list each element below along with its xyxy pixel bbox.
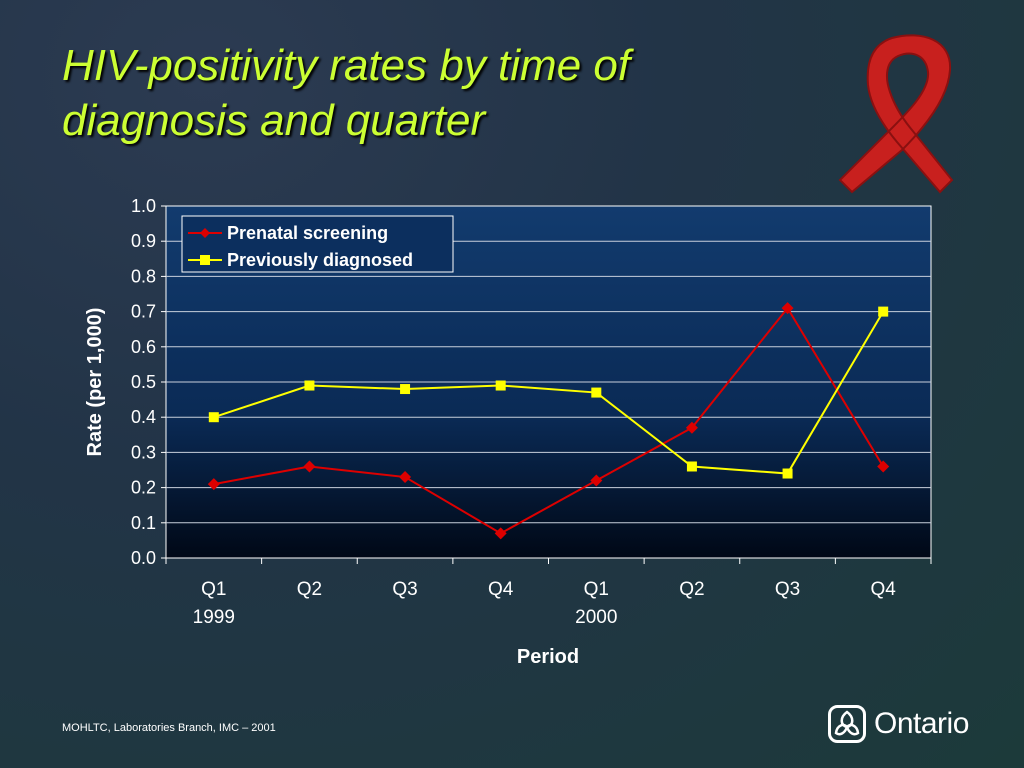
data-point-prenatal <box>877 460 890 473</box>
y-tick-label: 0.6 <box>131 337 156 357</box>
y-tick-label: 0.8 <box>131 266 156 286</box>
trillium-icon <box>828 705 866 743</box>
x-tick-label: Q4 <box>871 579 897 600</box>
x-axis-label: Period <box>517 646 579 668</box>
series-markers <box>207 302 890 540</box>
data-point-prenatal <box>781 302 794 315</box>
data-point-prenatal <box>303 460 316 473</box>
x-tick-label: Q3 <box>775 579 800 600</box>
data-point-prenatal <box>494 527 507 540</box>
x-year-label: 2000 <box>575 607 617 628</box>
data-point-previous <box>304 380 315 391</box>
legend-label-previous: Previously diagnosed <box>227 250 413 270</box>
data-point-previous <box>878 306 889 317</box>
data-point-prenatal <box>399 471 412 484</box>
legend-box <box>181 215 454 273</box>
y-axis-label: Rate (per 1,000) <box>84 308 106 457</box>
legend: Prenatal screening Previously diagnosed <box>181 215 454 273</box>
y-tick-label: 1.0 <box>131 196 156 216</box>
ontario-logo: Ontario <box>828 704 969 744</box>
slide-title: HIV-positivity rates by time of diagnosi… <box>62 41 631 145</box>
x-tick-label: Q1 <box>584 579 609 600</box>
x-tick-label: Q4 <box>488 579 514 600</box>
legend-marker-prenatal <box>200 228 210 238</box>
data-point-previous <box>495 380 506 391</box>
series-line-0 <box>213 306 885 535</box>
data-point-previous <box>208 412 219 423</box>
x-tick-label: Q2 <box>297 579 322 600</box>
x-tick-label: Q3 <box>392 579 417 600</box>
x-year-label: 1999 <box>193 607 235 628</box>
y-tick-label: 0.7 <box>131 302 156 322</box>
gridlines <box>166 240 931 524</box>
footer-source: MOHLTC, Laboratories Branch, IMC – 2001 <box>62 722 276 734</box>
data-point-previous <box>686 461 697 472</box>
data-point-previous <box>782 468 793 479</box>
data-point-prenatal <box>207 478 220 491</box>
series-line-1 <box>213 311 885 475</box>
legend-marker-previous <box>200 255 210 265</box>
y-tick-label: 0.4 <box>131 407 156 427</box>
y-tick-label: 0.3 <box>131 442 156 462</box>
y-axis: 0.0 0.1 0.2 0.3 0.4 0.5 0.6 0.7 0.8 0.9 1.0 <box>131 196 166 568</box>
x-tick-label: Q2 <box>679 579 704 600</box>
data-point-previous <box>591 387 602 398</box>
ontario-wordmark: Ontario <box>874 707 969 740</box>
aids-awareness-ribbon-icon <box>838 34 954 194</box>
y-tick-label: 0.2 <box>131 478 156 498</box>
y-tick-label: 0.5 <box>131 372 156 392</box>
series-lines <box>213 306 885 535</box>
legend-label-prenatal: Prenatal screening <box>227 223 388 243</box>
data-point-previous <box>400 384 411 395</box>
data-point-prenatal <box>590 474 603 487</box>
y-tick-label: 0.9 <box>131 231 156 251</box>
data-point-prenatal <box>685 421 698 434</box>
y-tick-label: 0.0 <box>131 548 156 568</box>
x-axis: Q1 1999 Q2 Q3 Q4 Q1 2000 Q2 Q3 Q4 <box>165 558 932 628</box>
x-tick-label: Q1 <box>201 579 226 600</box>
y-tick-label: 0.1 <box>131 513 156 533</box>
